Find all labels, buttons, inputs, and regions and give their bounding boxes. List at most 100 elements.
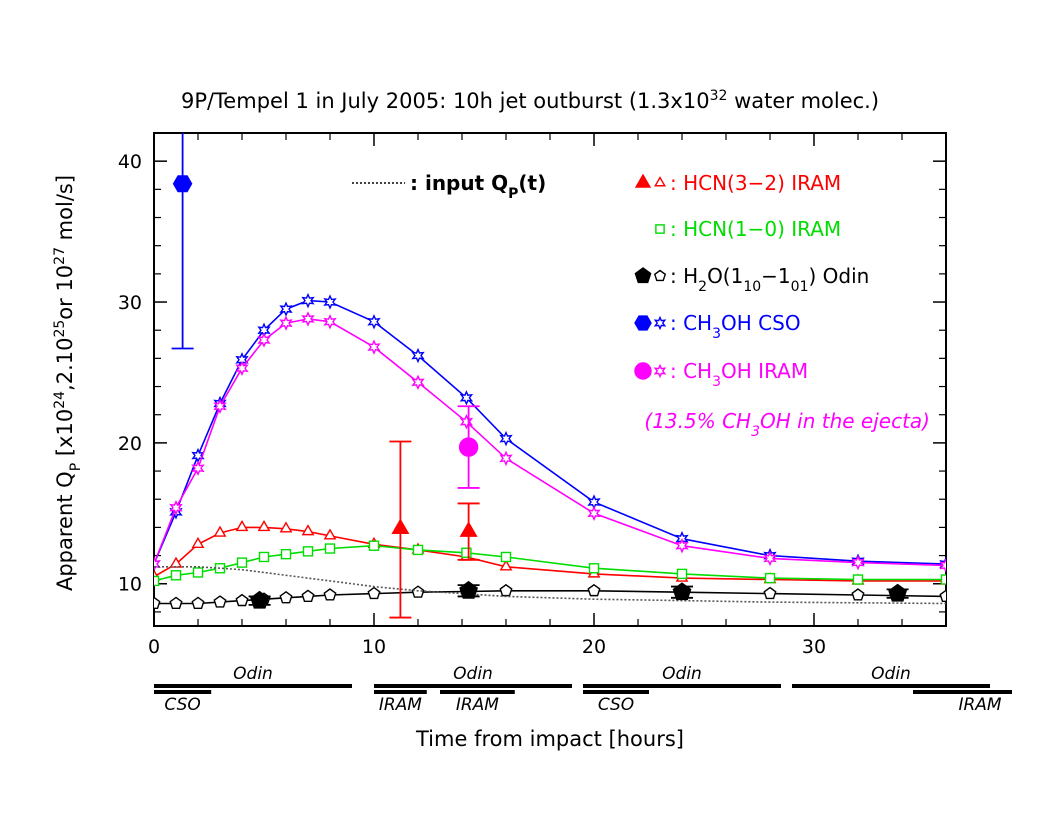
x-tick-label: 30: [802, 636, 826, 658]
legend-item: : CH3OH IRAM: [634, 359, 808, 390]
legend-marker: [653, 269, 667, 282]
series-point: [236, 557, 248, 568]
plot-area: 0 10 20 30 10 20 30 40: [118, 132, 947, 658]
legend-label: : CH3OH CSO: [670, 311, 801, 342]
series-point: [851, 554, 865, 571]
series-point: [213, 525, 227, 537]
measurement: [457, 580, 480, 599]
series-point: [169, 596, 183, 610]
series-point: [676, 568, 688, 580]
measurement-point: [172, 175, 193, 193]
measurement: [671, 582, 693, 601]
series-point: [588, 563, 600, 574]
series-point: [279, 301, 293, 317]
series-point: [461, 547, 472, 558]
measurements: [171, 133, 909, 619]
legend-marker: [634, 267, 652, 284]
y-tick-label: 20: [118, 433, 142, 455]
series-line: [154, 526, 946, 582]
series-point: [154, 575, 160, 587]
y-tick-label: 30: [118, 292, 142, 314]
series-point: [323, 294, 337, 310]
series-point: [213, 595, 227, 608]
legend-marker: [654, 176, 666, 187]
observation-window: CSO: [583, 690, 649, 715]
series-point: [170, 570, 182, 581]
series-point: [324, 543, 336, 554]
plot-frame: [153, 132, 947, 627]
legend-item: : HCN(1−0) IRAM: [655, 217, 841, 241]
series-point: [764, 572, 776, 584]
series-line: [154, 565, 946, 605]
measurement-point: [888, 583, 907, 602]
series-layer: [154, 292, 946, 610]
x-tick-label: 20: [582, 636, 606, 658]
measurement-point: [459, 521, 478, 537]
series-point: [257, 332, 271, 348]
legend-marker: [634, 173, 652, 188]
series-point: [368, 540, 380, 551]
series-point: [301, 589, 315, 602]
series-point: [459, 414, 474, 430]
x-tick-label: 0: [148, 636, 160, 658]
series-point: [763, 550, 777, 567]
series-point: [154, 596, 161, 610]
observation-label: CSO: [164, 695, 200, 715]
series-point: [169, 556, 183, 568]
y-axis-label: Apparent QP [x1024,2.1025or 1027 mol/s]: [52, 175, 84, 591]
observation-label: IRAM: [379, 695, 422, 715]
legend-item: : input QP(t): [352, 171, 546, 202]
series-point: [499, 583, 513, 597]
series-point: [411, 374, 425, 391]
observation-window: CSO: [154, 690, 212, 715]
y-tick-label: 10: [118, 574, 142, 596]
series-point: [235, 520, 249, 532]
measurement-point: [458, 437, 479, 457]
series-point: [235, 593, 249, 607]
series-point: [763, 586, 777, 600]
measurement: [389, 440, 412, 619]
x-tick-label: 10: [362, 636, 386, 658]
series-point: [191, 460, 205, 476]
observation-window: IRAM: [440, 690, 515, 715]
observation-window: Odin: [792, 664, 990, 688]
legend-item: : HCN(3−2) IRAM: [634, 171, 841, 195]
observation-label: CSO: [598, 695, 634, 715]
series-point: [411, 347, 425, 364]
series-point: [280, 548, 292, 560]
chart-title: 9P/Tempel 1 in July 2005: 10h jet outbur…: [181, 88, 879, 113]
legend-marker: [634, 315, 652, 331]
series-point: [258, 551, 270, 563]
legend-label: : H2O(110−101) Odin: [670, 264, 869, 295]
series-point: [500, 551, 512, 563]
series-point: [301, 311, 315, 327]
ejecta-annotation: (13.5% CH3OH in the ejecta): [644, 409, 930, 440]
series-point: [323, 528, 337, 540]
legend-label: : HCN(1−0) IRAM: [670, 217, 841, 241]
series-point: [169, 499, 183, 516]
series-point: [301, 292, 315, 309]
series: [154, 311, 946, 574]
series-point: [213, 398, 227, 414]
legend-label: : CH3OH IRAM: [670, 359, 808, 390]
legend-item: : H2O(110−101) Odin: [634, 264, 869, 295]
series-point: [323, 588, 337, 601]
measurement-point: [459, 580, 478, 599]
series-point: [154, 556, 161, 572]
observation-window: Odin: [154, 664, 352, 688]
series-line: [154, 299, 946, 565]
legend: : input QP(t) : HCN(3−2) IRAM : HCN(1−0) I…: [352, 171, 930, 440]
series-point: [412, 544, 424, 556]
measurement-point: [391, 518, 410, 535]
legend-marker: [655, 224, 665, 234]
series-point: [499, 559, 513, 571]
measurement-point: [250, 590, 269, 609]
series-point: [301, 524, 315, 536]
legend-marker: [653, 315, 667, 331]
series-point: [235, 360, 249, 376]
measurement: [457, 405, 480, 489]
series: [154, 540, 946, 587]
observation-label: Odin: [453, 664, 493, 684]
observation-window: IRAM: [374, 690, 427, 715]
